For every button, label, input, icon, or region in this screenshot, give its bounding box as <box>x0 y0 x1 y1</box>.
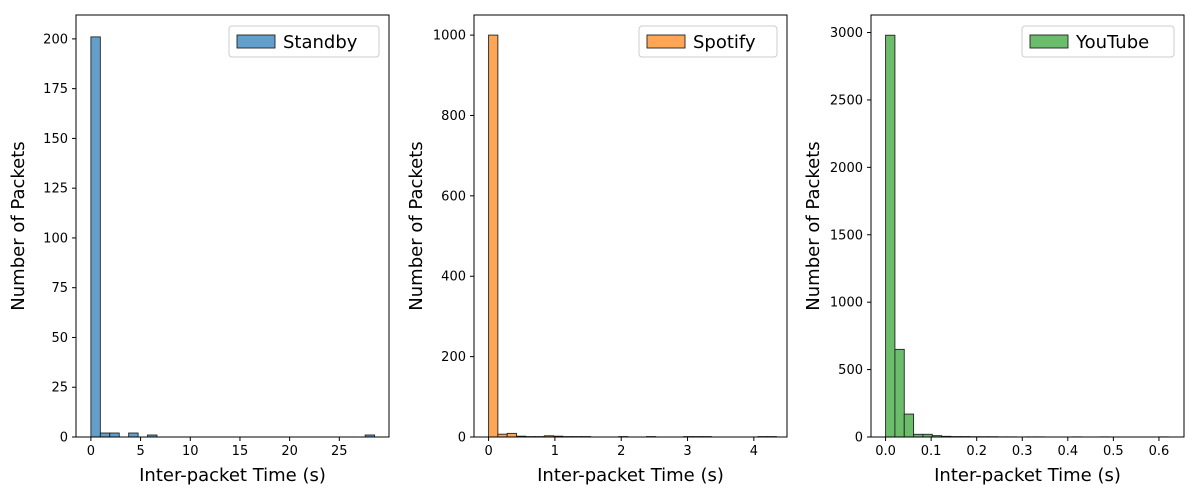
plot-area-frame <box>870 14 1185 438</box>
x-tick-label: 0.6 <box>1149 444 1170 459</box>
y-tick-label: 600 <box>441 189 466 204</box>
legend-box <box>1021 25 1175 58</box>
y-tick-label: 200 <box>43 32 68 47</box>
legend: Standby <box>228 25 380 58</box>
legend-label: YouTube <box>1075 32 1149 53</box>
x-tick-label: 0.1 <box>921 444 942 459</box>
chart-panel-2: 0 1 2 3 4 0 200 400 600 800 1000 Inter-packet Time … <box>406 14 788 486</box>
y-axis-label: Number of Packets <box>8 141 29 310</box>
x-tick-label: 0 <box>87 444 95 459</box>
legend-box <box>228 25 380 58</box>
y-tick-label: 0 <box>60 431 68 446</box>
histogram-bar <box>885 34 896 438</box>
y-tick-label: 0 <box>855 431 863 446</box>
y-axis-label: Number of Packets <box>406 141 427 310</box>
x-tick-label: 0.5 <box>1103 444 1124 459</box>
x-tick-label: 0.0 <box>875 444 896 459</box>
chart-panel-1: 0 5 10 15 20 25 0 25 50 75 100 125 150 175 200 Inter-pa… <box>8 14 390 486</box>
y-tick-label: 0 <box>458 431 466 446</box>
y-tick-label: 50 <box>51 331 68 346</box>
x-tick-label: 3 <box>683 444 691 459</box>
histogram-bar <box>488 34 499 438</box>
y-tick-label: 200 <box>441 350 466 365</box>
legend-box <box>638 25 778 58</box>
x-axis-label: Inter-packet Time (s) <box>139 465 326 486</box>
legend: Spotify <box>638 25 778 58</box>
x-tick-label: 0.2 <box>966 444 987 459</box>
histogram-bar <box>128 432 139 438</box>
histogram-bar <box>109 432 120 438</box>
x-tick-label: 0 <box>484 444 492 459</box>
y-tick-label: 1000 <box>830 296 863 311</box>
histogram-bar <box>506 432 517 438</box>
y-tick-label: 500 <box>838 363 863 378</box>
y-tick-label: 1500 <box>830 228 863 243</box>
y-axis-label: Number of Packets <box>803 141 824 310</box>
legend-swatch <box>1029 34 1069 49</box>
x-tick-label: 5 <box>136 444 144 459</box>
legend-swatch <box>236 34 276 49</box>
legend-swatch <box>646 34 686 49</box>
histogram-bar <box>90 36 101 438</box>
x-tick-label: 10 <box>182 444 199 459</box>
histogram-bar <box>894 348 905 438</box>
histogram-bar <box>99 432 111 438</box>
y-tick-label: 400 <box>441 270 466 285</box>
y-tick-label: 1000 <box>433 29 466 44</box>
x-tick-label: 1 <box>551 444 559 459</box>
x-tick-label: 15 <box>232 444 249 459</box>
legend: YouTube <box>1021 25 1175 58</box>
x-tick-label: 2 <box>617 444 625 459</box>
y-tick-label: 25 <box>51 381 68 396</box>
y-tick-label: 125 <box>43 182 68 197</box>
y-tick-label: 100 <box>43 231 68 246</box>
y-tick-label: 2500 <box>830 93 863 108</box>
x-axis-label: Inter-packet Time (s) <box>537 465 724 486</box>
x-axis-label: Inter-packet Time (s) <box>934 465 1121 486</box>
x-tick-label: 0.4 <box>1057 444 1078 459</box>
legend-label: Spotify <box>693 32 756 53</box>
plot-area-frame <box>473 14 788 438</box>
chart-panel-3: 0.0 0.1 0.2 0.3 0.4 0.5 0.6 0 500 1000 1500 2000 250… <box>803 14 1185 486</box>
y-tick-label: 3000 <box>830 26 863 41</box>
plot-area-frame <box>75 14 390 438</box>
legend-label: Standby <box>283 32 358 53</box>
histogram-bar <box>903 413 915 438</box>
x-tick-label: 25 <box>331 444 348 459</box>
y-tick-label: 800 <box>441 109 466 124</box>
y-tick-label: 150 <box>43 132 68 147</box>
x-tick-label: 20 <box>281 444 298 459</box>
x-tick-label: 0.3 <box>1012 444 1033 459</box>
y-tick-label: 2000 <box>830 161 863 176</box>
y-tick-label: 75 <box>51 281 68 296</box>
x-tick-label: 4 <box>750 444 758 459</box>
y-tick-label: 175 <box>43 82 68 97</box>
